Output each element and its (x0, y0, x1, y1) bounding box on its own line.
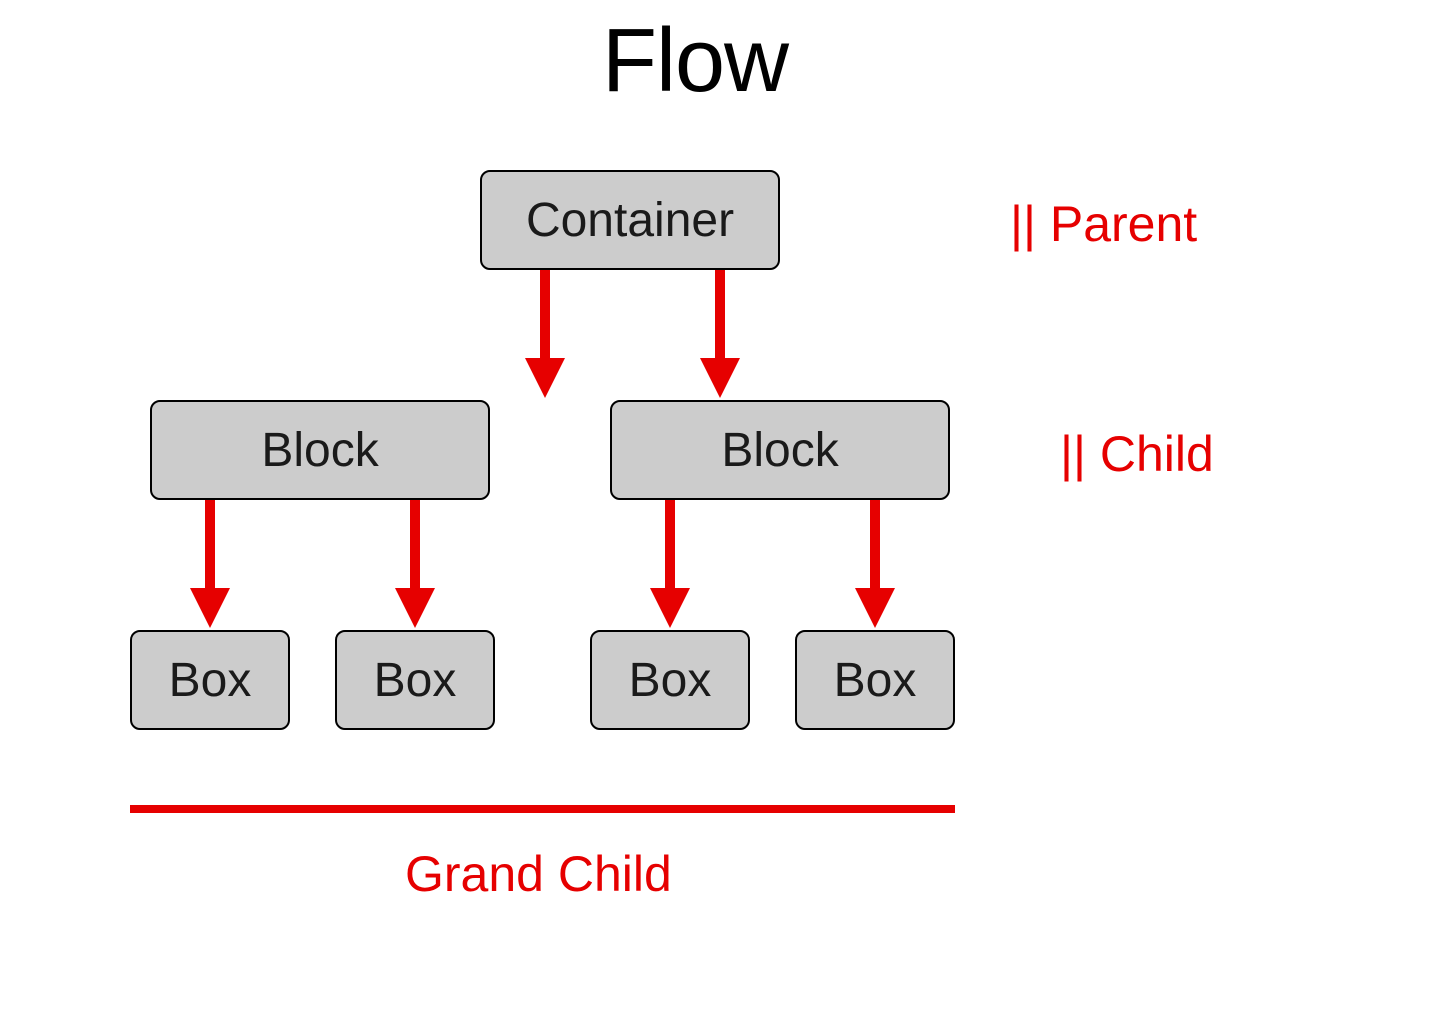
arrows-layer (50, 0, 1340, 1024)
node-label: Block (261, 423, 378, 478)
annotation-child: || Child (1060, 425, 1214, 483)
node-box: Box (795, 630, 955, 730)
node-label: Box (374, 653, 457, 708)
annotation-parent: || Parent (1010, 195, 1197, 253)
node-box: Box (335, 630, 495, 730)
node-label: Box (169, 653, 252, 708)
node-label: Block (721, 423, 838, 478)
node-label: Box (834, 653, 917, 708)
diagram-title: Flow (50, 10, 1340, 113)
node-label: Box (629, 653, 712, 708)
node-box: Box (130, 630, 290, 730)
node-container: Container (480, 170, 780, 270)
annotation-grandchild: Grand Child (405, 845, 672, 903)
node-block: Block (610, 400, 950, 500)
node-block: Block (150, 400, 490, 500)
node-box: Box (590, 630, 750, 730)
node-label: Container (526, 193, 734, 248)
grandchild-underline (130, 805, 955, 813)
flow-diagram: Flow Container Block Block Box Box Box B… (50, 0, 1340, 1024)
